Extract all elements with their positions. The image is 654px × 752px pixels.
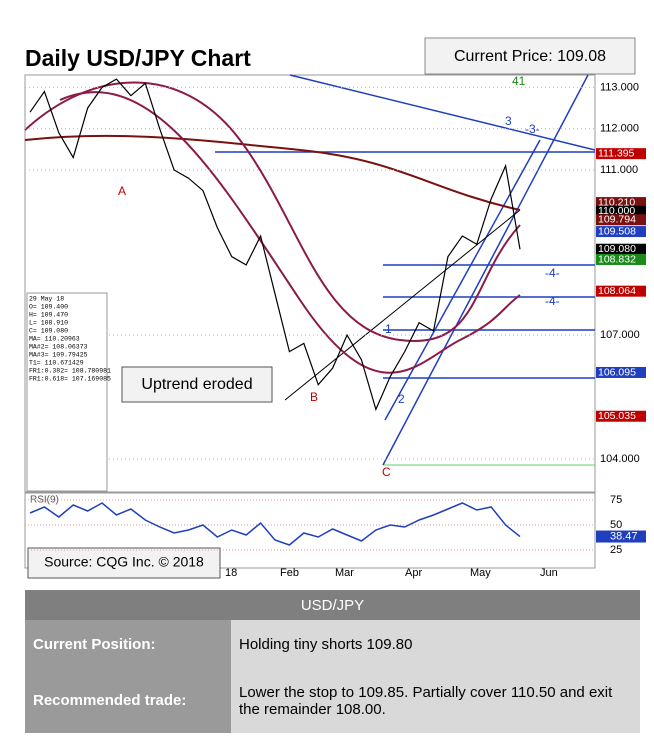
price-tag-label: 109.794 — [598, 214, 636, 226]
stats-line: MA= 110.20963 — [29, 336, 80, 343]
annotation: 1 — [385, 322, 392, 336]
price-tag — [596, 214, 646, 226]
x-tick-label: Mar — [335, 567, 354, 579]
price-tag — [596, 197, 646, 209]
source: Source: CQG Inc. © 2018 — [44, 554, 204, 570]
x-tick-label: Jun — [540, 567, 558, 579]
price-tag-label: 108.832 — [598, 253, 636, 265]
price-tag — [596, 148, 646, 160]
stats-line: O= 109.400 — [29, 304, 68, 311]
rsi-tag-label: 38.47 — [610, 530, 638, 542]
price-tag-label: 105.035 — [598, 410, 636, 422]
callout: Uptrend eroded — [141, 376, 252, 393]
price-panel — [24, 74, 596, 493]
annotation: -3- — [525, 122, 540, 136]
chart-title: Daily USD/JPY Chart — [25, 45, 251, 71]
row-value: Lower the stop to 109.85. Partially cove… — [231, 668, 640, 733]
price-box — [424, 37, 636, 75]
price-line — [29, 78, 521, 412]
price-tag — [596, 285, 646, 297]
x-tick-label: 18 — [225, 567, 237, 579]
rsi-label: RSI(9) — [30, 495, 59, 506]
row-label: Current Position: — [25, 620, 231, 668]
price-tag-label: 109.080 — [598, 243, 636, 255]
price-tag — [596, 253, 646, 265]
stats-box — [26, 292, 108, 492]
annotation: A — [118, 184, 126, 198]
stats-line: MA#2= 108.06373 — [29, 344, 88, 351]
y-tick-label: 107.000 — [600, 329, 640, 341]
stats-line: 29 May 18 — [29, 296, 64, 303]
rsi-tick-label: 25 — [610, 544, 622, 556]
price-tag — [596, 243, 646, 255]
annotation: 41 — [512, 74, 526, 88]
price-tag-label: 111.395 — [598, 147, 635, 159]
row-label: Recommended trade: — [25, 668, 231, 733]
stats-line: FR1:0.618= 107.169085 — [29, 376, 111, 383]
table-header: USD/JPY — [300, 596, 365, 614]
source-box — [27, 547, 221, 579]
annotation: -4- — [545, 266, 560, 280]
rsi-tag — [596, 530, 646, 543]
rsi-tick-label: 50 — [610, 519, 622, 531]
price-tag-label: 106.095 — [598, 366, 636, 378]
stats-line: C= 109.080 — [29, 328, 68, 335]
y-tick-label: 104.000 — [600, 453, 640, 465]
x-tick-label: May — [470, 567, 491, 579]
price-tag-label: 110.000 — [598, 205, 635, 217]
trade-table: USD/JPY Current Position: Holding tiny sh… — [25, 590, 640, 733]
price-tag — [596, 366, 646, 378]
stats-line: T1= 110.671429 — [29, 360, 84, 367]
rsi-tick-label: 75 — [610, 494, 622, 506]
callout-box — [121, 366, 273, 403]
row-value: Holding tiny shorts 109.80 — [231, 620, 640, 668]
trend-lines — [24, 74, 596, 466]
price-tag-label: 108.064 — [598, 285, 636, 297]
stats-line: H= 109.470 — [29, 312, 68, 319]
stats-line: FR1:0.382= 108.780981 — [29, 368, 111, 375]
y-tick-label: 113.000 — [600, 81, 639, 93]
chart: Daily USD/JPY Chart Current Price: 109.0… — [24, 37, 646, 579]
stats-line: L= 108.910 — [29, 320, 68, 327]
price-tag — [596, 226, 646, 238]
y-tick-label: 112.000 — [600, 123, 639, 135]
price-tag-label: 109.508 — [598, 225, 636, 237]
rsi-line — [29, 502, 521, 546]
annotation: C — [382, 465, 391, 479]
stats-line: MA#3= 109.79425 — [29, 352, 88, 359]
price-tag-label: 110.210 — [598, 196, 635, 208]
x-tick-label: Apr — [405, 567, 422, 579]
current-price: Current Price: 109.08 — [454, 48, 606, 65]
y-tick-label: 111.000 — [600, 164, 638, 176]
price-tag — [596, 205, 646, 217]
annotation: 2 — [398, 392, 405, 406]
annotation: -4- — [545, 294, 560, 308]
price-tag — [596, 410, 646, 422]
annotation: 3 — [505, 114, 512, 128]
annotation: B — [310, 390, 318, 404]
x-tick-label: Feb — [280, 567, 299, 579]
